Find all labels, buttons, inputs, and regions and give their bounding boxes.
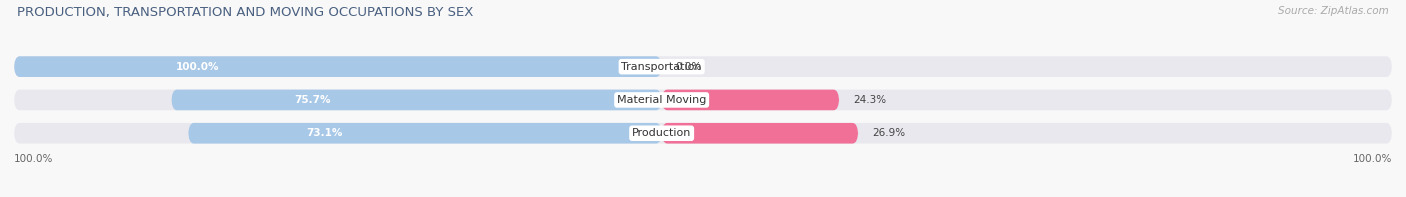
FancyBboxPatch shape — [14, 90, 1392, 110]
Text: 100.0%: 100.0% — [1353, 154, 1392, 164]
Text: 26.9%: 26.9% — [872, 128, 905, 138]
Text: 100.0%: 100.0% — [14, 154, 53, 164]
Text: Source: ZipAtlas.com: Source: ZipAtlas.com — [1278, 6, 1389, 16]
Text: 75.7%: 75.7% — [294, 95, 330, 105]
FancyBboxPatch shape — [14, 56, 1392, 77]
Text: Transportation: Transportation — [621, 62, 702, 72]
Text: PRODUCTION, TRANSPORTATION AND MOVING OCCUPATIONS BY SEX: PRODUCTION, TRANSPORTATION AND MOVING OC… — [17, 6, 474, 19]
FancyBboxPatch shape — [14, 123, 1392, 144]
Text: 100.0%: 100.0% — [176, 62, 219, 72]
Text: Production: Production — [631, 128, 692, 138]
Text: 24.3%: 24.3% — [853, 95, 886, 105]
FancyBboxPatch shape — [188, 123, 662, 144]
Text: 0.0%: 0.0% — [675, 62, 702, 72]
FancyBboxPatch shape — [172, 90, 662, 110]
FancyBboxPatch shape — [662, 90, 839, 110]
FancyBboxPatch shape — [662, 123, 858, 144]
Text: 73.1%: 73.1% — [307, 128, 343, 138]
FancyBboxPatch shape — [14, 56, 662, 77]
Text: Material Moving: Material Moving — [617, 95, 706, 105]
